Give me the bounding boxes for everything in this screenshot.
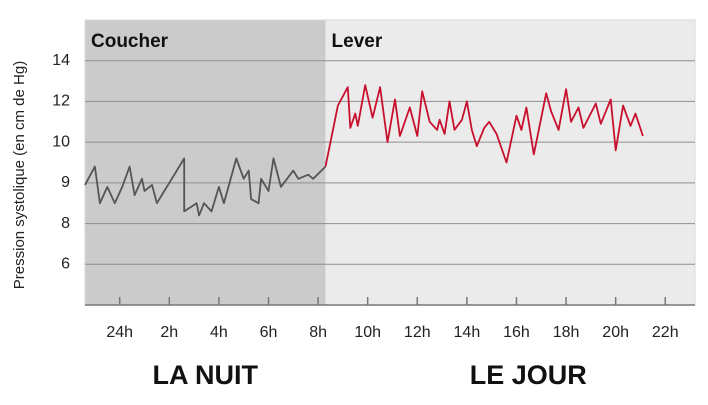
y-tick-label: 6 [61,256,70,273]
y-tick-label: 8 [61,215,70,232]
x-tick-label: 14h [454,324,481,341]
region-label: Lever [332,31,383,52]
period-label: LE JOUR [470,360,587,390]
x-tick-label: 2h [160,324,178,341]
y-tick-label: 12 [52,93,70,110]
x-tick-label: 8h [309,324,327,341]
series-line [84,157,327,217]
x-tick-label: 6h [260,324,278,341]
y-axis-label: Pression systolique (en cm de Hg) [11,61,28,289]
series-line [324,84,644,167]
x-tick-label: 18h [553,324,580,341]
region [85,20,326,305]
period-label: LA NUIT [153,360,259,390]
x-tick-label: 12h [404,324,431,341]
region-label: Coucher [91,31,169,52]
x-tick-label: 10h [354,324,381,341]
y-tick-label: 10 [52,133,70,150]
x-tick-label: 20h [602,324,629,341]
x-tick-label: 4h [210,324,228,341]
x-tick-label: 24h [106,324,133,341]
y-tick-label: 14 [52,52,70,69]
x-tick-label: 22h [652,324,679,341]
region [325,20,695,305]
x-tick-label: 16h [503,324,530,341]
y-tick-label: 9 [61,174,70,191]
